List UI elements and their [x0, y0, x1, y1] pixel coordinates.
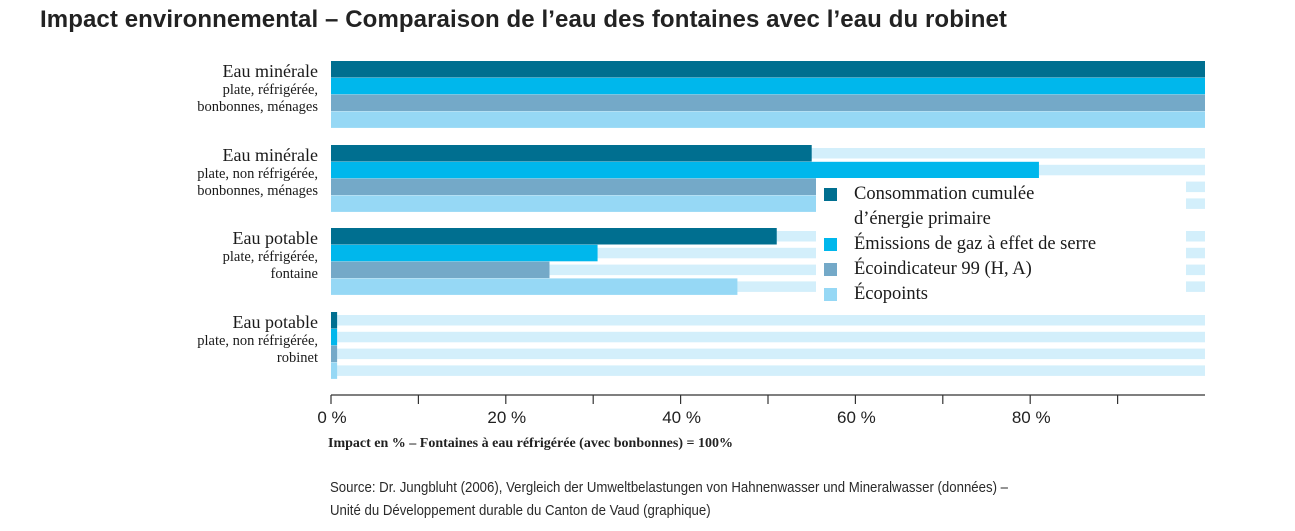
background-track	[331, 315, 1205, 326]
category-sublabel: plate, non réfrigérée,	[197, 333, 318, 349]
bar	[331, 145, 812, 162]
bar	[331, 228, 777, 245]
legend-label: Écoindicateur 99 (H, A)	[854, 259, 1032, 279]
bar	[331, 195, 821, 212]
source-note: Source: Dr. Jungbluht (2006), Vergleich …	[330, 476, 1008, 522]
background-track	[331, 264, 1205, 276]
legend-item: Émissions de gaz à effet de serre	[820, 232, 1186, 257]
bar	[331, 278, 738, 295]
source-line: Source: Dr. Jungbluht (2006), Vergleich …	[330, 479, 1008, 496]
bar	[331, 161, 1039, 179]
background-track	[331, 281, 1205, 292]
x-tick-label: 80 %	[1012, 408, 1051, 427]
x-tick-label: 0 %	[317, 408, 346, 427]
bar	[331, 362, 338, 379]
bar	[331, 94, 1205, 112]
category-label: Eau potable	[233, 228, 318, 248]
source-line: Unité du Développement durable du Canton…	[330, 502, 711, 519]
bar	[331, 61, 1205, 78]
background-track	[331, 331, 1205, 343]
legend-label: Écopoints	[854, 284, 928, 304]
legend-swatch	[824, 188, 837, 201]
category-sublabel: fontaine	[270, 266, 318, 282]
chart-title: Impact environnemental – Comparaison de …	[40, 6, 1008, 33]
data-bars	[331, 61, 1205, 379]
background-track	[331, 348, 1205, 360]
category-label: Eau potable	[233, 312, 318, 332]
bar	[331, 345, 338, 363]
category-sublabel: bonbonnes, ménages	[197, 99, 318, 115]
legend-swatch	[824, 263, 837, 276]
legend-label: Émissions de gaz à effet de serre	[854, 234, 1097, 254]
category-sublabel: plate, réfrigérée,	[223, 82, 318, 98]
bar	[331, 178, 821, 196]
category-sublabel: plate, non réfrigérée,	[197, 166, 318, 182]
bar	[331, 77, 1205, 95]
category-label: Eau minérale	[223, 61, 318, 81]
legend: Consommation cumulée d’énergie primaire …	[816, 178, 1186, 310]
legend-item: Écoindicateur 99 (H, A)	[820, 257, 1186, 282]
category-sublabel: robinet	[277, 350, 318, 366]
bar	[331, 244, 598, 262]
legend-item: Écopoints	[820, 282, 1186, 307]
background-track	[331, 247, 1205, 259]
x-tick-label: 40 %	[662, 408, 701, 427]
background-track	[331, 365, 1205, 376]
category-sublabel: bonbonnes, ménages	[197, 183, 318, 199]
x-axis-label: Impact en % – Fontaines à eau réfrigérée…	[328, 436, 733, 451]
x-tick-label: 20 %	[487, 408, 526, 427]
legend-label: Consommation cumulée d’énergie primaire	[854, 184, 1035, 229]
bar	[331, 111, 1205, 128]
category-label: Eau minérale	[223, 145, 318, 165]
category-sublabel: plate, réfrigérée,	[223, 249, 318, 265]
x-tick-label: 60 %	[837, 408, 876, 427]
legend-item: Consommation cumulée d’énergie primaire	[820, 182, 1186, 232]
legend-swatch	[824, 238, 837, 251]
bar	[331, 312, 338, 329]
x-axis: 0 % 20 % 40 % 60 % 80 %	[317, 394, 1205, 427]
legend-swatch	[824, 288, 837, 301]
bar	[331, 261, 550, 279]
bar	[331, 328, 338, 346]
